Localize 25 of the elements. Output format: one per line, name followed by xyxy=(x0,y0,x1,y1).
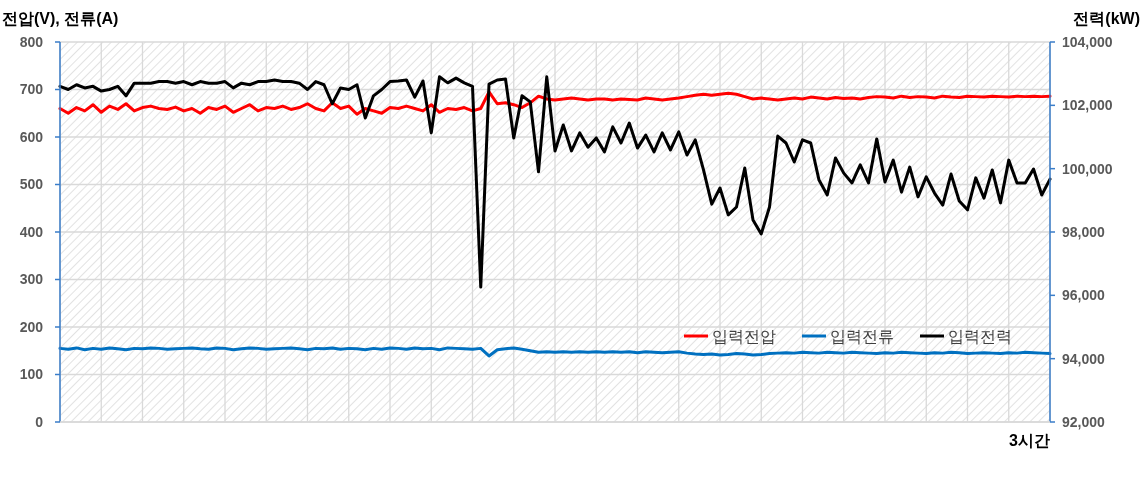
y2-tick-label: 102,000 xyxy=(1062,97,1113,114)
line-series xyxy=(58,346,1052,358)
legend-label: 입력전력 xyxy=(948,327,1012,345)
y-tick-label: 700 xyxy=(19,81,44,98)
y-tick-label: 0 xyxy=(35,413,44,430)
y-tick-label: 400 xyxy=(19,223,44,240)
line-series xyxy=(58,75,1052,289)
y-tick-label: 300 xyxy=(19,271,44,288)
y2-tick-label: 100,000 xyxy=(1062,160,1113,177)
y-tick-label: 200 xyxy=(19,318,44,335)
y2-tick-label: 104,000 xyxy=(1062,33,1113,50)
legend-label: 입력전류 xyxy=(830,327,894,345)
y-tick-label: 600 xyxy=(19,128,44,145)
text: 3시간 xyxy=(1009,432,1050,449)
y2-tick-label: 98,000 xyxy=(1062,223,1106,240)
y-axis-title: 전압(V), 전류(A) xyxy=(2,10,119,27)
y2-tick-label: 96,000 xyxy=(1062,287,1106,304)
y-tick-label: 100 xyxy=(19,366,44,383)
y-tick-label: 800 xyxy=(19,33,44,50)
y2-tick-label: 92,000 xyxy=(1062,413,1106,430)
y2-tick-label: 94,000 xyxy=(1062,350,1106,367)
y2-axis-title: 전력(kW) xyxy=(1073,10,1140,27)
y-tick-label: 500 xyxy=(19,176,44,193)
line-series xyxy=(58,90,1052,116)
legend-label: 입력전압 xyxy=(712,327,776,345)
